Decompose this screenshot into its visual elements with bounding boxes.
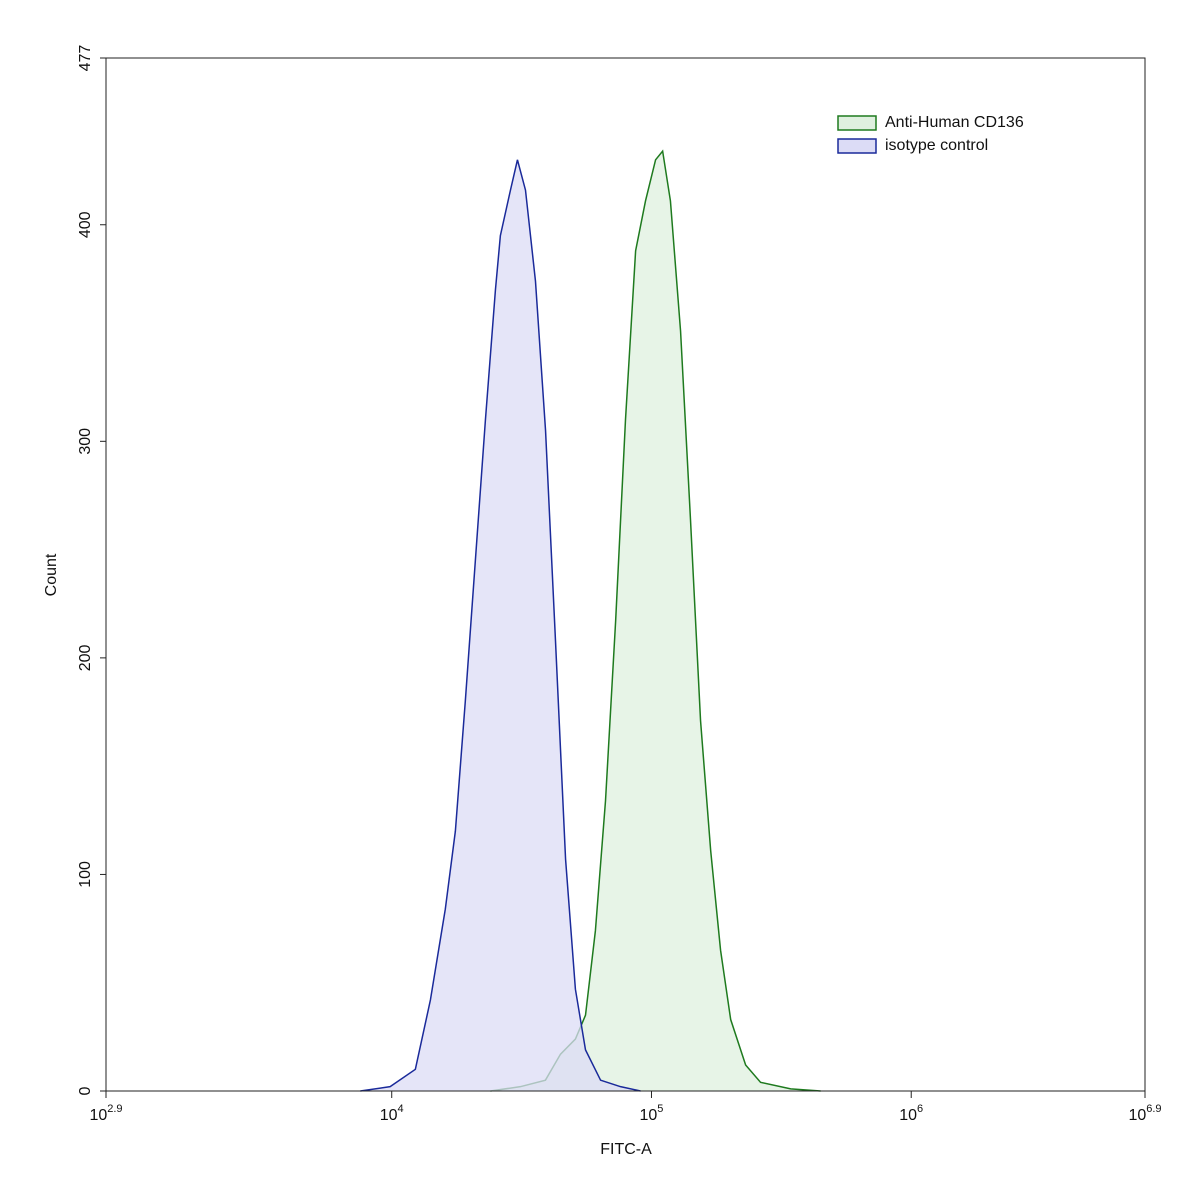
plot-frame [105,57,1146,1092]
x-tick-exponent: 2.9 [107,1103,122,1115]
legend-label: isotype control [885,137,988,154]
x-tick-exponent: 6 [917,1103,923,1115]
legend-label: Anti-Human CD136 [885,114,1024,131]
histogram-line [360,159,641,1092]
x-tick-base: 10 [380,1107,398,1124]
y-tick-label: 400 [77,211,94,238]
y-tick-label: 477 [77,45,94,72]
y-axis-label: Count [43,553,60,596]
histogram-area [490,151,821,1092]
histogram-area [360,159,641,1092]
y-tick-label: 100 [77,861,94,888]
x-tick-exponent: 5 [657,1103,663,1115]
x-tick-label: 102.9 [89,1103,122,1124]
y-tick-label: 0 [77,1086,94,1095]
x-axis-label: FITC-A [600,1141,652,1158]
x-tick-label: 106.9 [1128,1103,1161,1124]
x-tick-label: 105 [640,1103,664,1124]
legend-swatch [837,138,877,154]
x-tick-label: 106 [899,1103,923,1124]
legend-swatch [837,115,877,131]
x-tick-base: 10 [89,1107,107,1124]
x-tick-exponent: 4 [398,1103,404,1115]
x-tick-base: 10 [899,1107,917,1124]
x-tick-base: 10 [1128,1107,1146,1124]
y-tick-label: 200 [77,644,94,671]
x-tick-base: 10 [640,1107,658,1124]
x-tick-exponent: 6.9 [1146,1103,1161,1115]
y-tick-label: 300 [77,428,94,455]
x-tick-label: 104 [380,1103,404,1124]
